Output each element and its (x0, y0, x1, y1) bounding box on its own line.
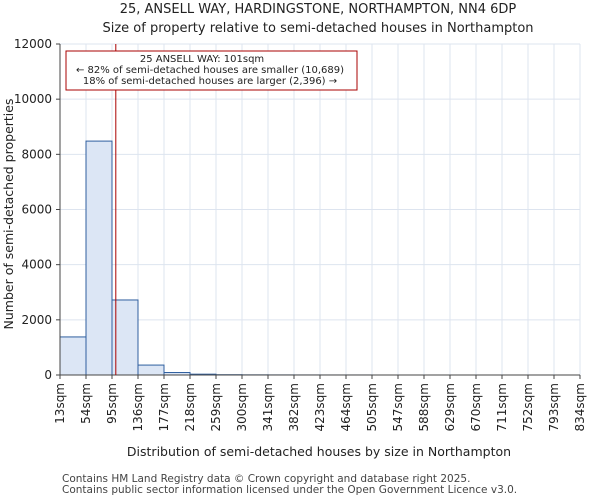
x-tick-label: 711sqm (495, 383, 509, 431)
y-axis-label: Number of semi-detached properties (1, 99, 16, 330)
y-tick-label: 10000 (14, 92, 52, 106)
y-tick-label: 2000 (21, 313, 52, 327)
x-tick-label: 54sqm (79, 383, 93, 424)
y-tick-label: 6000 (21, 203, 52, 217)
x-axis-label: Distribution of semi-detached houses by … (127, 444, 511, 459)
histogram-bar (85, 140, 113, 376)
x-tick-label: 752sqm (521, 383, 535, 431)
x-tick-label: 341sqm (261, 383, 275, 431)
axes: 0 2000 4000 6000 8000 10000 12000 13sqm 54sqm 95s… (14, 37, 587, 431)
y-tick-label: 4000 (21, 258, 52, 272)
annotation-line1: 25 ANSELL WAY: 101sqm (140, 54, 264, 65)
footer-line2: Contains public sector information licen… (62, 484, 518, 496)
gridlines (60, 43, 581, 375)
y-tick-label: 8000 (21, 147, 52, 161)
y-tick-label: 0 (44, 368, 52, 382)
x-tick-label: 218sqm (183, 383, 197, 431)
chart-title-line2: Size of property relative to semi-detach… (102, 21, 533, 36)
histogram-bar (137, 364, 165, 376)
x-tick-label: 13sqm (53, 383, 67, 424)
x-tick-label: 670sqm (469, 383, 483, 431)
histogram-bar (59, 336, 87, 376)
x-tick-label: 629sqm (443, 383, 457, 431)
x-tick-label: 423sqm (313, 383, 327, 431)
x-tick-label: 300sqm (235, 383, 249, 431)
x-tick-label: 259sqm (209, 383, 223, 431)
annotation-line2: ← 82% of semi-detached houses are smalle… (76, 65, 344, 76)
x-tick-label: 382sqm (287, 383, 301, 431)
x-tick-label: 95sqm (105, 383, 119, 424)
x-tick-label: 834sqm (573, 383, 587, 431)
x-tick-label: 588sqm (417, 383, 431, 431)
chart-title-line1: 25, ANSELL WAY, HARDINGSTONE, NORTHAMPTO… (120, 2, 517, 17)
x-tick-label: 505sqm (365, 383, 379, 431)
annotation-box: 25 ANSELL WAY: 101sqm ← 82% of semi-deta… (65, 50, 358, 91)
x-tick-label: 177sqm (157, 383, 171, 431)
annotation-frame (65, 50, 358, 91)
x-tick-label: 464sqm (339, 383, 353, 431)
x-tick-label: 793sqm (547, 383, 561, 431)
footer-line1: Contains HM Land Registry data © Crown c… (62, 473, 471, 485)
x-tick-label: 136sqm (131, 383, 145, 431)
x-tick-label: 547sqm (391, 383, 405, 431)
y-tick-label: 12000 (14, 37, 52, 51)
annotation-line3: 18% of semi-detached houses are larger (… (83, 76, 337, 87)
